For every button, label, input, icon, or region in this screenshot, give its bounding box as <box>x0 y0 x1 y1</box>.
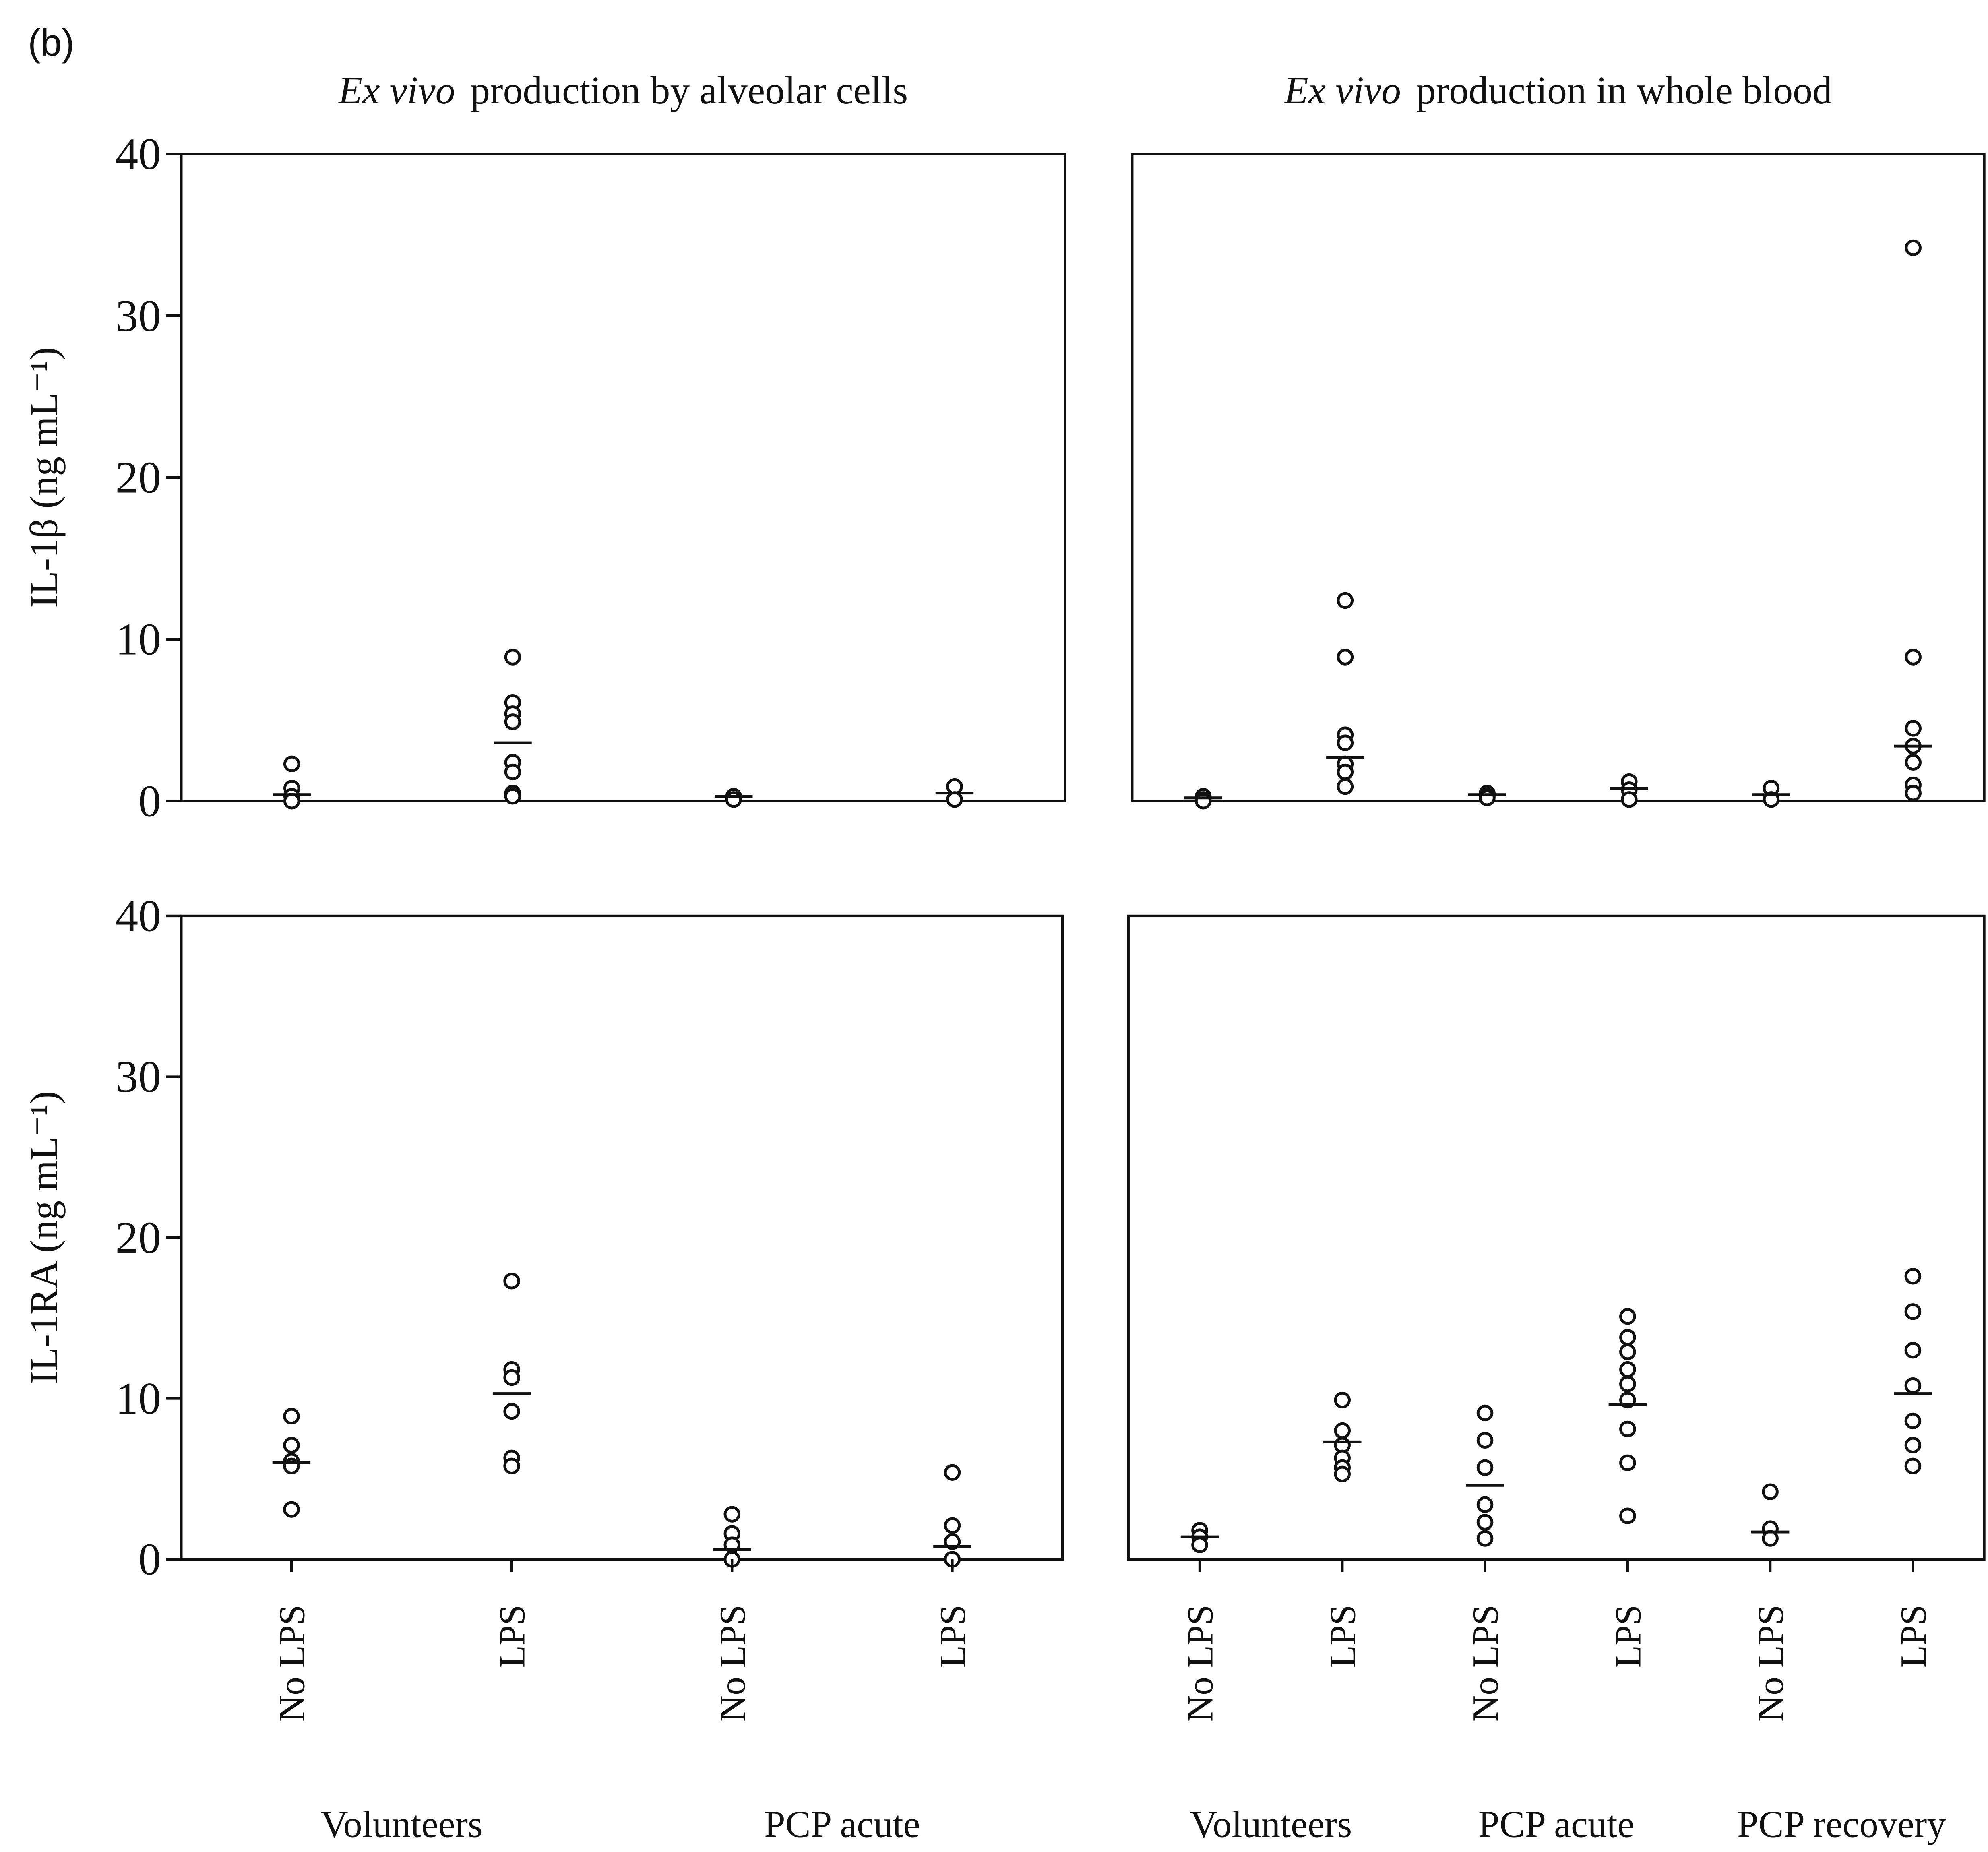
data-point <box>1905 720 1922 737</box>
data-point <box>1619 1308 1636 1325</box>
data-point <box>1905 754 1922 771</box>
data-point <box>1337 778 1354 795</box>
data-point <box>504 763 521 781</box>
data-point <box>1476 1514 1494 1531</box>
data-point <box>504 788 521 805</box>
plot-frame <box>1131 153 1986 802</box>
data-point <box>1904 1412 1922 1430</box>
y-tick-label: 20 <box>116 1213 161 1263</box>
data-point <box>1334 1465 1351 1482</box>
data-point <box>283 755 300 773</box>
data-point <box>1476 1530 1494 1547</box>
data-point <box>283 1501 300 1518</box>
y-tick-label: 30 <box>116 291 161 341</box>
y-tick-label: 40 <box>116 891 161 941</box>
data-point <box>1619 1329 1636 1346</box>
y-tick-label: 30 <box>116 1052 161 1102</box>
data-point <box>723 1506 741 1523</box>
y-axis-label: IL-1RA (ng mL⁻¹) <box>23 1091 66 1384</box>
data-point <box>1479 790 1496 806</box>
data-point <box>1476 1404 1494 1422</box>
data-point <box>1334 1391 1351 1409</box>
data-point <box>1476 1459 1494 1476</box>
data-point <box>1337 763 1354 781</box>
group-label: Volunteers <box>320 1804 482 1846</box>
data-point <box>1904 1437 1922 1454</box>
y-axis-label: IL-1β (ng mL⁻¹) <box>23 347 66 608</box>
x-tick-label: LPS <box>1893 1605 1934 1668</box>
data-point <box>283 1437 300 1454</box>
data-point <box>1619 1454 1636 1471</box>
data-point <box>503 1369 520 1386</box>
data-point <box>1904 1341 1922 1359</box>
group-label: PCP acute <box>1478 1804 1634 1846</box>
data-point <box>1476 1496 1494 1513</box>
y-tick-label: 10 <box>116 614 161 665</box>
data-point <box>1620 791 1638 808</box>
y-tick-label: 0 <box>138 776 161 827</box>
plot-frame <box>1127 914 1986 1561</box>
data-point <box>504 713 521 730</box>
data-point <box>1337 592 1354 609</box>
data-point <box>1619 1507 1636 1524</box>
panel-title: Ex vivo production by alveolar cells <box>337 69 908 112</box>
x-tick-label: LPS <box>1608 1605 1648 1668</box>
data-point <box>1194 793 1212 810</box>
data-point <box>1619 1375 1636 1393</box>
title-emphasis: Ex vivo <box>337 69 455 112</box>
data-point <box>283 1457 300 1474</box>
data-point <box>503 1457 520 1474</box>
data-point <box>1619 1420 1636 1438</box>
title-emphasis: Ex vivo <box>1283 69 1401 112</box>
data-point <box>1337 734 1354 751</box>
x-tick-label: No LPS <box>271 1605 312 1722</box>
group-label: PCP acute <box>764 1804 920 1846</box>
x-tick-label: LPS <box>1323 1605 1363 1668</box>
x-tick-label: No LPS <box>1750 1605 1791 1722</box>
data-point <box>1762 1483 1779 1500</box>
plot-frame <box>180 153 1066 802</box>
y-tick-label: 10 <box>116 1373 161 1424</box>
data-point <box>1904 1377 1922 1394</box>
plot-frame <box>180 914 1064 1561</box>
data-point <box>503 1403 520 1420</box>
data-point <box>1905 239 1922 256</box>
data-point <box>1334 1422 1351 1439</box>
data-point <box>283 1408 300 1425</box>
x-tick-label: No LPS <box>1180 1605 1220 1722</box>
data-point <box>944 1517 961 1534</box>
data-point <box>1905 649 1922 666</box>
data-point <box>1762 1530 1779 1547</box>
data-point <box>1619 1361 1636 1378</box>
data-point <box>725 791 742 808</box>
data-point <box>1905 785 1922 802</box>
data-point <box>504 649 521 666</box>
data-point <box>283 793 300 810</box>
data-point <box>1191 1536 1208 1553</box>
data-point <box>1619 1343 1636 1360</box>
x-tick-label: LPS <box>932 1605 973 1668</box>
data-point <box>1904 1268 1922 1285</box>
data-point <box>944 1464 961 1481</box>
y-tick-label: 20 <box>116 453 161 503</box>
data-point <box>946 791 963 808</box>
panel-label: (b) <box>28 21 74 64</box>
title-text: production in whole blood <box>1416 69 1832 112</box>
data-point <box>1904 1303 1922 1320</box>
x-tick-label: No LPS <box>1465 1605 1506 1722</box>
y-tick-label: 40 <box>116 129 161 179</box>
x-tick-label: LPS <box>492 1605 532 1668</box>
data-point <box>1904 1457 1922 1474</box>
group-label: Volunteers <box>1190 1804 1352 1846</box>
title-text: production by alveolar cells <box>470 69 908 112</box>
group-label: PCP recovery <box>1737 1804 1946 1846</box>
data-point <box>1476 1432 1494 1449</box>
y-tick-label: 0 <box>138 1534 161 1585</box>
data-point <box>1337 649 1354 666</box>
panel-title: Ex vivo production in whole blood <box>1283 69 1832 112</box>
data-point <box>503 1273 520 1290</box>
x-tick-label: No LPS <box>712 1605 753 1722</box>
